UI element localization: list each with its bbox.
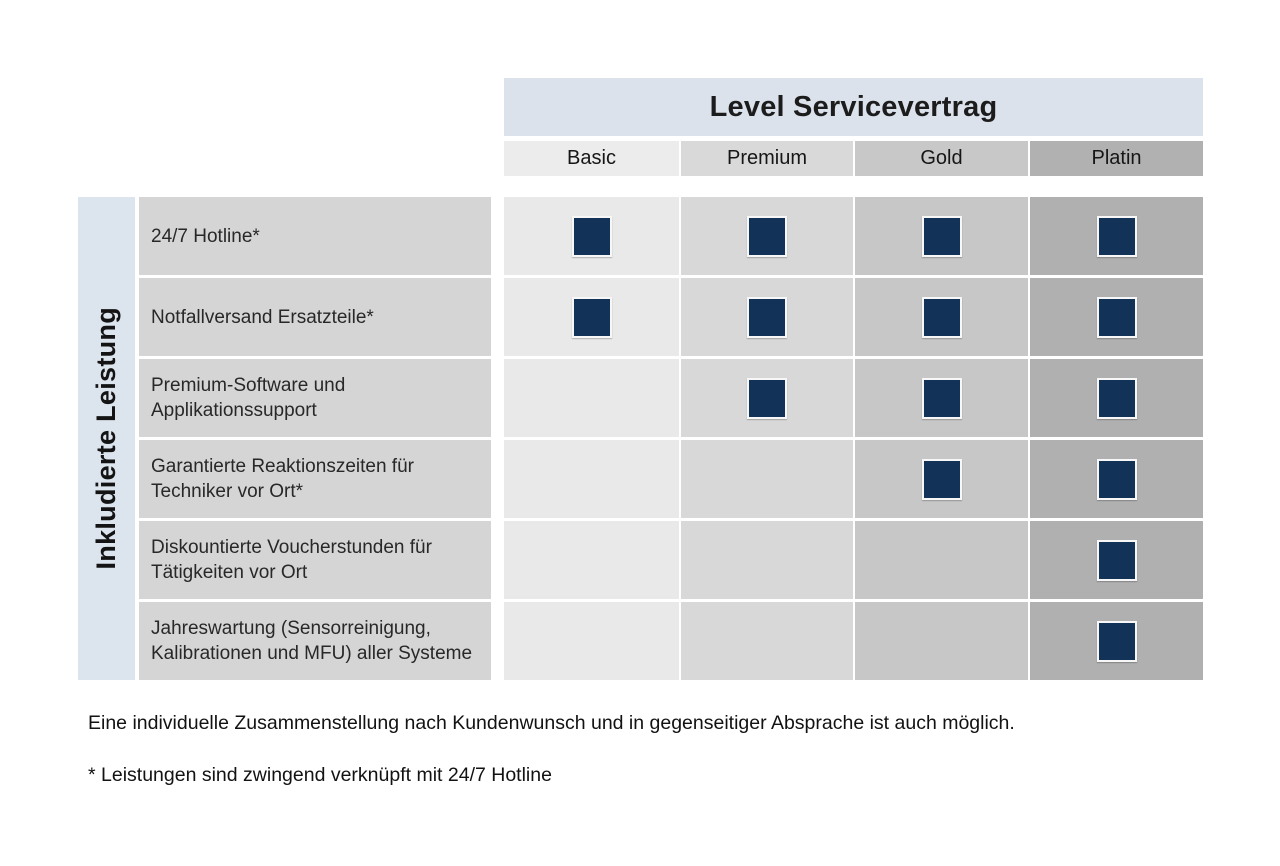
included-check bbox=[571, 215, 612, 257]
table-title: Level Servicevertrag bbox=[709, 90, 998, 123]
cell-basic bbox=[504, 602, 679, 680]
included-check bbox=[747, 296, 787, 338]
table-row: Jahreswartung (Sensorreinigung, Kalibrat… bbox=[139, 602, 1205, 680]
cell-basic bbox=[504, 197, 679, 275]
included-check bbox=[1096, 377, 1137, 419]
cell-basic bbox=[504, 440, 679, 518]
cell-platin bbox=[1030, 521, 1203, 599]
cell-basic bbox=[504, 278, 679, 356]
cell-gold bbox=[855, 440, 1028, 518]
cell-premium bbox=[681, 278, 853, 356]
table-row: Notfallversand Ersatzteile* bbox=[139, 278, 1205, 356]
included-check bbox=[1096, 215, 1137, 257]
included-check bbox=[1096, 458, 1137, 500]
table-title-band: Level Servicevertrag bbox=[504, 78, 1203, 136]
feature-label: Garantierte Reaktionszeiten für Technike… bbox=[139, 440, 491, 518]
cell-premium bbox=[681, 440, 853, 518]
row-group-label: Inkludierte Leistung bbox=[91, 307, 121, 570]
cell-gold bbox=[855, 602, 1028, 680]
feature-matrix: 24/7 Hotline* Notfallversand Ersatzteile… bbox=[139, 197, 1205, 683]
table-row: Garantierte Reaktionszeiten für Technike… bbox=[139, 440, 1205, 518]
included-check bbox=[1096, 539, 1137, 581]
column-header-row: Basic Premium Gold Platin bbox=[504, 141, 1203, 176]
included-check bbox=[1096, 620, 1137, 662]
included-check bbox=[921, 296, 962, 338]
column-header-premium: Premium bbox=[681, 141, 853, 176]
feature-label: Notfallversand Ersatzteile* bbox=[139, 278, 491, 356]
cell-platin bbox=[1030, 440, 1203, 518]
table-row: Diskountierte Voucherstunden für Tätigke… bbox=[139, 521, 1205, 599]
cell-gold bbox=[855, 278, 1028, 356]
cell-platin bbox=[1030, 602, 1203, 680]
cell-gold bbox=[855, 359, 1028, 437]
cell-gold bbox=[855, 197, 1028, 275]
cell-basic bbox=[504, 359, 679, 437]
column-header-platin: Platin bbox=[1030, 141, 1203, 176]
table-row: Premium-Software und Applikationssupport bbox=[139, 359, 1205, 437]
column-header-gold: Gold bbox=[855, 141, 1028, 176]
cell-basic bbox=[504, 521, 679, 599]
included-check bbox=[921, 458, 962, 500]
row-group-strip: Inkludierte Leistung bbox=[78, 197, 135, 680]
cell-premium bbox=[681, 197, 853, 275]
cell-platin bbox=[1030, 197, 1203, 275]
included-check bbox=[921, 215, 962, 257]
asterisk-footnote: * Leistungen sind zwingend verknüpft mit… bbox=[88, 764, 552, 786]
feature-label: 24/7 Hotline* bbox=[139, 197, 491, 275]
feature-label: Premium-Software und Applikationssupport bbox=[139, 359, 491, 437]
included-check bbox=[747, 215, 787, 257]
custom-configuration-note: Eine individuelle Zusammenstellung nach … bbox=[88, 712, 1015, 734]
cell-premium bbox=[681, 521, 853, 599]
feature-label: Diskountierte Voucherstunden für Tätigke… bbox=[139, 521, 491, 599]
column-header-basic: Basic bbox=[504, 141, 679, 176]
cell-platin bbox=[1030, 359, 1203, 437]
included-check bbox=[747, 377, 787, 419]
feature-label: Jahreswartung (Sensorreinigung, Kalibrat… bbox=[139, 602, 491, 680]
cell-gold bbox=[855, 521, 1028, 599]
included-check bbox=[571, 296, 612, 338]
table-row: 24/7 Hotline* bbox=[139, 197, 1205, 275]
included-check bbox=[921, 377, 962, 419]
included-check bbox=[1096, 296, 1137, 338]
cell-premium bbox=[681, 359, 853, 437]
cell-platin bbox=[1030, 278, 1203, 356]
cell-premium bbox=[681, 602, 853, 680]
